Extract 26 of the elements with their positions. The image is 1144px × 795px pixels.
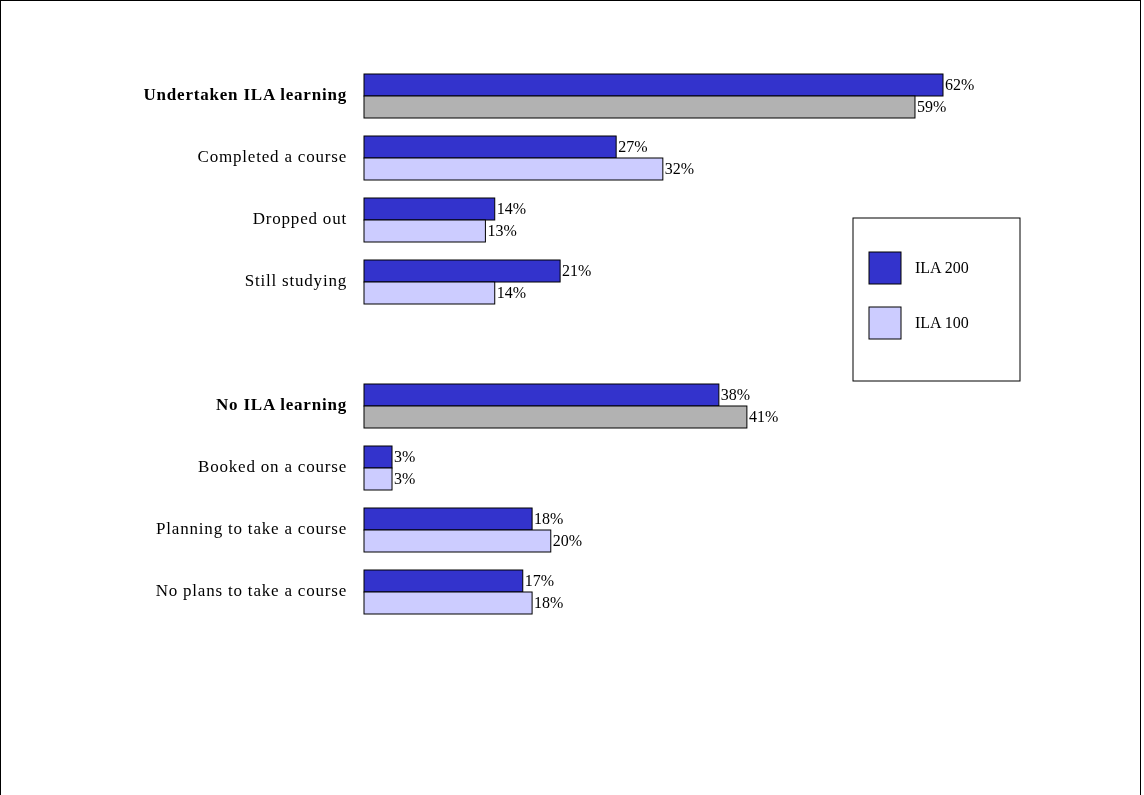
data-label: 14% — [496, 283, 527, 301]
y-tick-label: No ILA learning — [215, 394, 347, 414]
data-label: 62% — [945, 75, 975, 93]
legend-label: ILA 200 — [915, 258, 969, 276]
data-label: 21% — [562, 261, 592, 279]
data-label: 38% — [720, 385, 751, 403]
data-label: 27% — [618, 137, 648, 155]
y-tick-label: Still studying — [244, 270, 347, 290]
data-label: 18% — [534, 593, 564, 611]
y-tick-label: Booked on a course — [198, 456, 347, 476]
data-label: 3% — [394, 447, 416, 465]
y-tick-label: No plans to take a course — [155, 580, 347, 600]
data-label: 14% — [496, 199, 527, 217]
y-tick-label: Undertaken ILA learning — [143, 84, 347, 104]
data-label: 3% — [394, 469, 416, 487]
data-label: 17% — [524, 571, 555, 589]
data-label: 13% — [487, 221, 517, 239]
y-tick-label: Planning to take a course — [156, 518, 347, 538]
data-label: 20% — [552, 531, 583, 549]
data-label: 41% — [748, 407, 779, 425]
y-tick-label: Completed a course — [197, 146, 347, 166]
legend-label: ILA 100 — [915, 313, 969, 331]
y-tick-label: Dropped out — [252, 208, 347, 228]
data-label: 18% — [534, 509, 564, 527]
data-label: 32% — [664, 159, 695, 177]
data-label: 59% — [916, 97, 947, 115]
